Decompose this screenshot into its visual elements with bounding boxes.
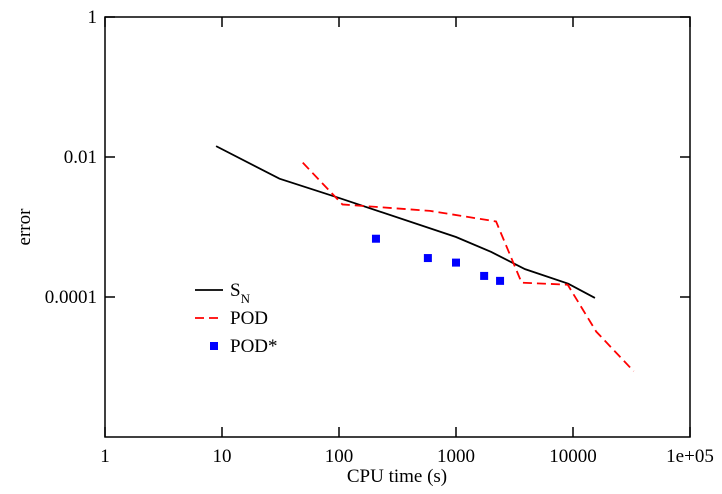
x-tick-label: 10000 — [549, 446, 597, 467]
legend-marker — [210, 342, 218, 350]
y-axis-label: error — [14, 208, 35, 246]
plot-frame — [104, 16, 691, 438]
marker — [371, 234, 380, 243]
legend-label: POD* — [230, 336, 278, 357]
series-line — [215, 145, 596, 299]
x-axis-label: CPU time (s) — [347, 466, 447, 487]
x-tick-label: 1e+05 — [666, 446, 714, 467]
marker — [496, 276, 505, 285]
legend-label: SN — [230, 280, 251, 306]
x-tick-label: 1 — [100, 446, 110, 467]
y-tick-label: 1 — [88, 7, 98, 28]
x-tick-label: 1000 — [437, 446, 475, 467]
y-tick-label: 0.0001 — [45, 287, 97, 308]
legend-label: POD — [230, 308, 268, 329]
series-line — [302, 162, 635, 372]
marker — [452, 258, 460, 267]
x-tick-label: 100 — [325, 446, 354, 467]
marker — [480, 271, 489, 280]
marker — [423, 254, 432, 263]
y-tick-label: 0.01 — [64, 147, 97, 168]
x-tick-label: 10 — [213, 446, 232, 467]
